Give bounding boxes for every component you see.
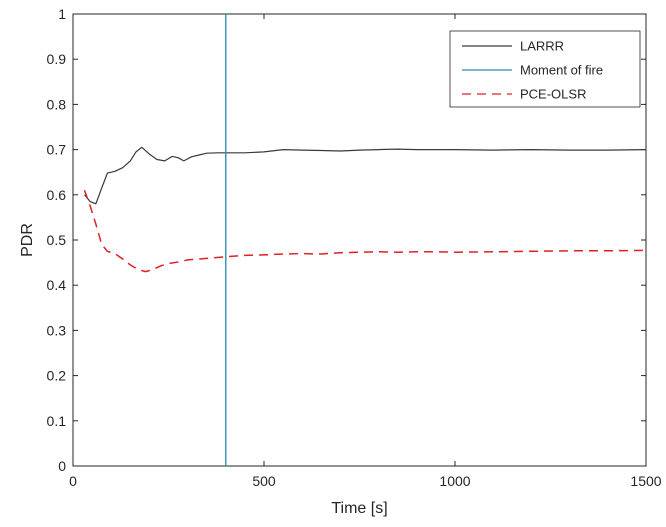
y-axis-label: PDR: [19, 223, 36, 257]
y-tick-label: 0.9: [47, 51, 67, 67]
x-axis-label: Time [s]: [331, 500, 387, 517]
y-tick-label: 0.7: [47, 142, 67, 158]
y-tick-label: 0: [58, 458, 66, 474]
axis-ticks: 0 500 1000 1500 0 0.1 0.2 0.3 0.4 0.5 0.6 0.7 0.8 0.9…: [47, 6, 662, 489]
series-line-pce-olsr: [83, 190, 647, 273]
x-tick-label: 500: [252, 473, 276, 489]
y-tick-label: 0.4: [47, 277, 67, 293]
y-tick-label: 1: [58, 6, 66, 22]
legend-label-moment-of-fire: Moment of fire: [520, 63, 603, 78]
y-tick-label: 0.5: [47, 232, 67, 248]
series-line-larrr: [84, 146, 647, 205]
y-tick-label: 0.3: [47, 322, 67, 338]
legend-label-pce-olsr: PCE-OLSR: [520, 87, 586, 102]
y-tick-label: 0.6: [47, 187, 67, 203]
legend-label-larrr: LARRR: [520, 39, 564, 54]
x-tick-label: 0: [69, 473, 77, 489]
x-tick-label: 1500: [630, 473, 661, 489]
y-tick-label: 0.1: [47, 413, 67, 429]
series-lines: [83, 14, 647, 466]
x-tick-label: 1000: [439, 473, 470, 489]
y-tick-label: 0.8: [47, 96, 67, 112]
legend: LARRR Moment of fire PCE-OLSR: [449, 30, 641, 108]
y-tick-label: 0.2: [47, 368, 67, 384]
